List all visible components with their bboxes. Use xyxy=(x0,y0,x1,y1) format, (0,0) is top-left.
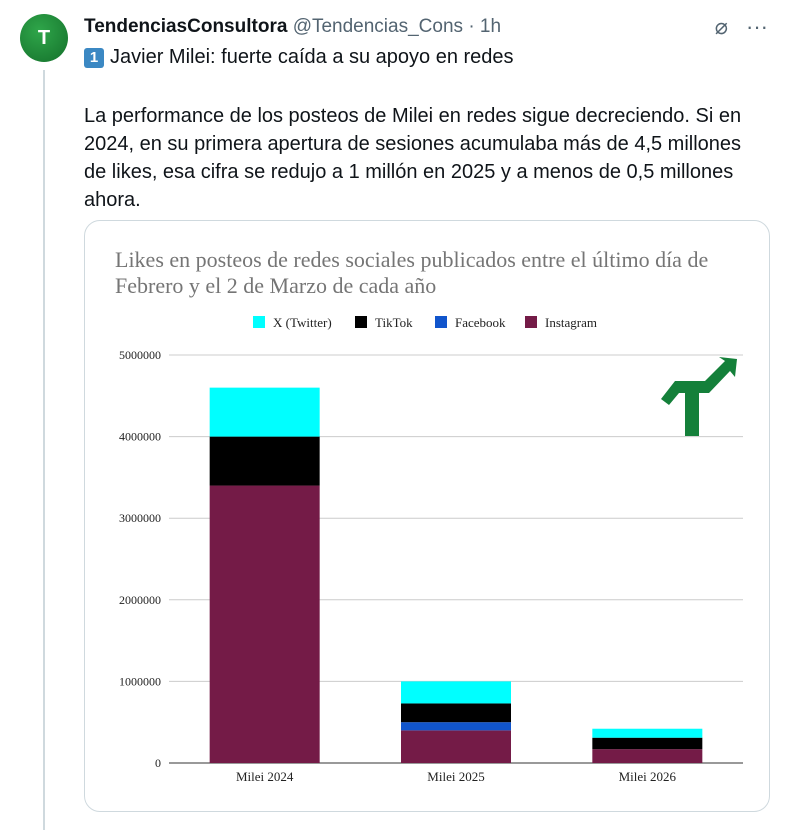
avatar[interactable]: T xyxy=(20,14,68,62)
bar-tiktok xyxy=(401,703,511,723)
more-icon[interactable]: ··· xyxy=(746,14,768,39)
bar-instagram xyxy=(401,730,511,763)
bar-x-twitter- xyxy=(401,681,511,704)
legend-label: TikTok xyxy=(375,315,413,330)
bar-instagram xyxy=(592,749,703,763)
tweet-header: TendenciasConsultora @Tendencias_Cons · … xyxy=(84,16,502,37)
keycap-one-icon: 1 xyxy=(84,47,104,68)
timestamp[interactable]: 1h xyxy=(479,16,502,37)
legend-swatch xyxy=(355,316,367,328)
bar-tiktok xyxy=(209,436,320,486)
legend-label: Instagram xyxy=(545,315,597,330)
x-tick-label: Milei 2026 xyxy=(619,769,677,784)
y-tick-label: 2000000 xyxy=(119,593,161,607)
author-handle[interactable]: @Tendencias_Cons xyxy=(292,16,464,37)
y-tick-label: 1000000 xyxy=(119,674,161,688)
grok-icon[interactable]: ⌀ xyxy=(714,14,729,39)
y-tick-label: 0 xyxy=(155,756,161,770)
tweet-body: La performance de los posteos de Milei e… xyxy=(84,105,742,211)
legend-label: X (Twitter) xyxy=(273,315,332,330)
chart-title: Likes en posteos de redes sociales publi… xyxy=(115,247,709,298)
legend-swatch xyxy=(253,316,265,328)
bar-x-twitter- xyxy=(209,387,320,437)
bar-facebook xyxy=(401,722,511,731)
bar-instagram xyxy=(209,485,320,763)
x-tick-label: Milei 2025 xyxy=(427,769,484,784)
tweet-title: 1 Javier Milei: fuerte caída a su apoyo … xyxy=(84,46,514,69)
logo-icon xyxy=(661,357,737,436)
y-tick-label: 5000000 xyxy=(119,348,161,362)
chart-image[interactable]: Likes en posteos de redes sociales publi… xyxy=(84,220,770,812)
legend-label: Facebook xyxy=(455,315,506,330)
legend-swatch xyxy=(525,316,537,328)
bar-tiktok xyxy=(592,737,703,750)
author-name[interactable]: TendenciasConsultora xyxy=(84,16,288,37)
stacked-bar-chart: 0 1000000 2000000 3000000 4000000 5000000 Mile… xyxy=(119,315,743,784)
legend-swatch xyxy=(435,316,447,328)
thread-line xyxy=(43,70,45,830)
y-tick-label: 3000000 xyxy=(119,511,161,525)
bar-x-twitter- xyxy=(592,728,703,738)
y-tick-label: 4000000 xyxy=(119,430,161,444)
x-tick-label: Milei 2024 xyxy=(236,769,294,784)
